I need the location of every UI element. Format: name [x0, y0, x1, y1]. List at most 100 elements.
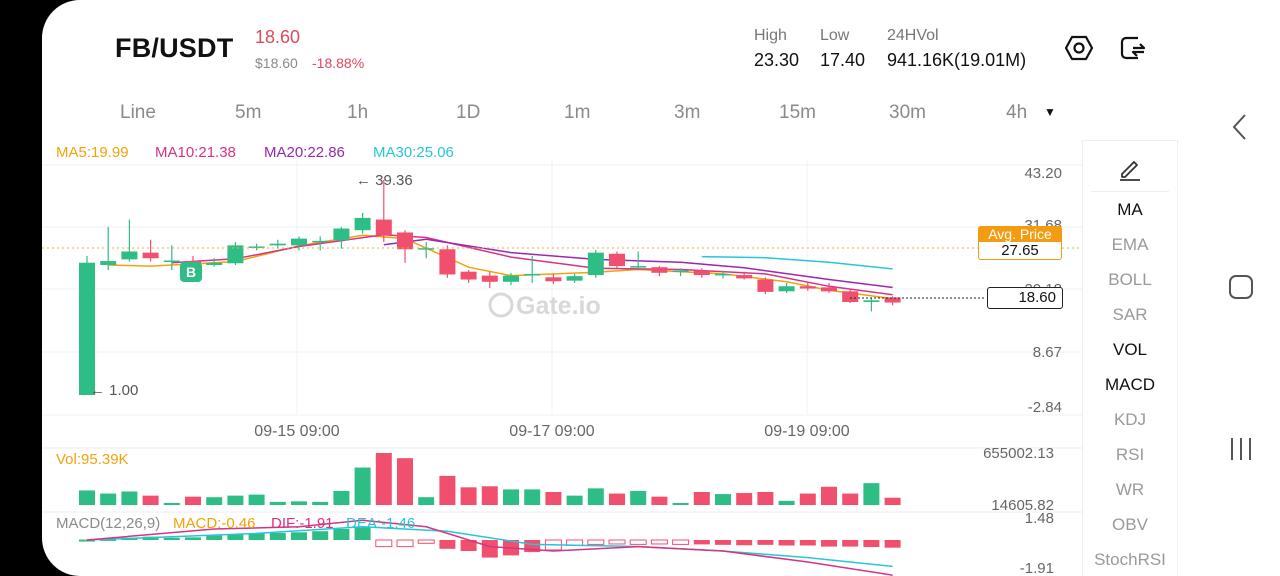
dea-value: DEA:-1.46	[346, 515, 415, 532]
macd-value: MACD:-0.46	[173, 515, 256, 532]
volume-bar	[715, 494, 731, 505]
candle-body	[693, 270, 710, 276]
avg-price-label: Avg. Price	[978, 226, 1062, 242]
macd-axis-top: 1.48	[1025, 510, 1054, 527]
candle-body	[312, 240, 329, 243]
volume-bar	[799, 493, 816, 505]
tab-30m[interactable]: 30m	[889, 102, 926, 123]
tab-1d[interactable]: 1D	[456, 102, 481, 123]
volume-bar	[545, 492, 562, 505]
candle-body	[609, 253, 625, 267]
candle-body	[545, 277, 562, 282]
indicator-obv[interactable]: OBV	[1112, 515, 1148, 534]
indicator-kdj[interactable]: KDJ	[1113, 410, 1147, 429]
more-intervals-caret-icon[interactable]: ▼	[1044, 105, 1056, 119]
candle-body	[524, 273, 541, 276]
recent-apps-nav-icon[interactable]	[1228, 434, 1254, 464]
volume-bar	[375, 453, 392, 505]
volume-bar	[821, 486, 837, 505]
dif-value: DIF:-1.91	[271, 515, 334, 532]
macd-label: MACD(12,26,9)	[56, 515, 160, 532]
volume-bar	[333, 490, 350, 505]
indicator-macd[interactable]: MACD	[1104, 375, 1156, 394]
tab-line[interactable]: Line	[120, 102, 156, 123]
price-axis-label: 43.20	[1024, 165, 1062, 182]
candle-body	[566, 276, 583, 281]
tab-4h[interactable]: 4h	[1006, 102, 1028, 123]
low-label: Low	[820, 27, 850, 44]
back-nav-icon[interactable]	[1228, 112, 1252, 142]
candle-body	[842, 291, 859, 302]
macd-bar	[778, 540, 795, 546]
ma10-legend: MA10:21.38	[155, 144, 236, 161]
settings-hex-icon[interactable]	[1064, 33, 1094, 63]
tab-1h[interactable]: 1h	[347, 102, 369, 123]
indicator-sar[interactable]: SAR	[1112, 305, 1148, 324]
usd-price: $18.60	[255, 55, 298, 71]
volume-bars	[79, 453, 901, 505]
home-nav-icon[interactable]	[1228, 274, 1254, 300]
tab-3m[interactable]: 3m	[674, 102, 701, 123]
volume-bar	[778, 500, 795, 505]
macd-bar	[481, 540, 498, 558]
volume-bar	[503, 489, 519, 505]
macd-bar	[884, 540, 901, 548]
volume-bar	[736, 493, 753, 505]
candles	[79, 180, 901, 395]
draw-pencil-icon[interactable]	[1117, 155, 1143, 181]
candlestick-chart[interactable]: Gate.io ← 39.36 ← 1.00 B 43.20 31.68 20.…	[42, 160, 1082, 576]
volume-bar	[842, 493, 859, 505]
volume-24h-value: 941.16K(19.01M)	[887, 50, 1027, 70]
volume-bar	[121, 491, 138, 505]
macd-bar	[142, 536, 159, 540]
volume-bar	[312, 501, 329, 505]
candle-body	[651, 267, 668, 273]
macd-bar	[650, 539, 668, 545]
indicator-wr[interactable]: WR	[1115, 480, 1145, 499]
macd-bar	[587, 539, 605, 545]
volume-bar	[248, 494, 265, 505]
volume-bar	[757, 492, 774, 505]
volume-bar	[693, 492, 710, 505]
indicator-ema[interactable]: EMA	[1111, 235, 1149, 254]
candle-body	[142, 252, 159, 259]
macd-bar	[460, 540, 477, 551]
tab-5m[interactable]: 5m	[235, 102, 262, 123]
macd-bar	[375, 539, 393, 548]
candle-body	[269, 243, 286, 246]
volume-bar	[609, 493, 625, 505]
time-axis-label: 09-17 09:00	[509, 423, 595, 440]
indicator-vol[interactable]: VOL	[1112, 340, 1148, 359]
macd-bar	[312, 531, 329, 540]
indicator-ma[interactable]: MA	[1117, 200, 1143, 219]
indicator-boll[interactable]: BOLL	[1108, 270, 1152, 289]
indicator-rsi[interactable]: RSI	[1115, 445, 1145, 464]
app-screen: FB/USDT 18.60 $18.60 -18.88% High 23.30 …	[42, 0, 1204, 576]
macd-bar	[842, 540, 859, 547]
current-price-tag: 18.60	[987, 287, 1063, 309]
candle-body	[79, 262, 95, 395]
tab-1m[interactable]: 1m	[564, 102, 591, 123]
macd-bar	[629, 539, 647, 545]
volume-bar	[439, 475, 456, 505]
watermark: Gate.io	[488, 292, 601, 320]
indicator-stochrsi[interactable]: StochRSI	[1094, 550, 1166, 569]
price-axis-label: -2.84	[1028, 399, 1062, 416]
buy-badge-text: B	[186, 264, 196, 280]
macd-bar	[863, 540, 880, 548]
ma5-line	[108, 234, 893, 300]
candle-body	[672, 270, 689, 273]
candle-body	[821, 287, 837, 292]
candle-body	[121, 251, 138, 260]
volume-bar	[460, 487, 477, 505]
candle-body	[503, 275, 519, 282]
ma5-legend: MA5:19.99	[56, 144, 129, 161]
volume-bar	[672, 502, 689, 505]
volume-bar	[418, 497, 435, 505]
volume-bar	[884, 497, 901, 505]
pair-title[interactable]: FB/USDT	[115, 33, 234, 63]
volume-bar	[163, 502, 180, 505]
tab-15m[interactable]: 15m	[779, 102, 816, 123]
switch-view-icon[interactable]	[1119, 34, 1149, 64]
candle-body	[757, 279, 774, 292]
